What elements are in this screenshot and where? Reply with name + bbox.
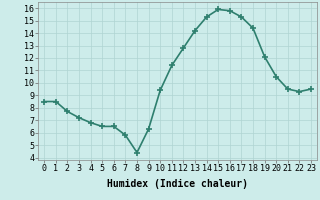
X-axis label: Humidex (Indice chaleur): Humidex (Indice chaleur): [107, 179, 248, 189]
